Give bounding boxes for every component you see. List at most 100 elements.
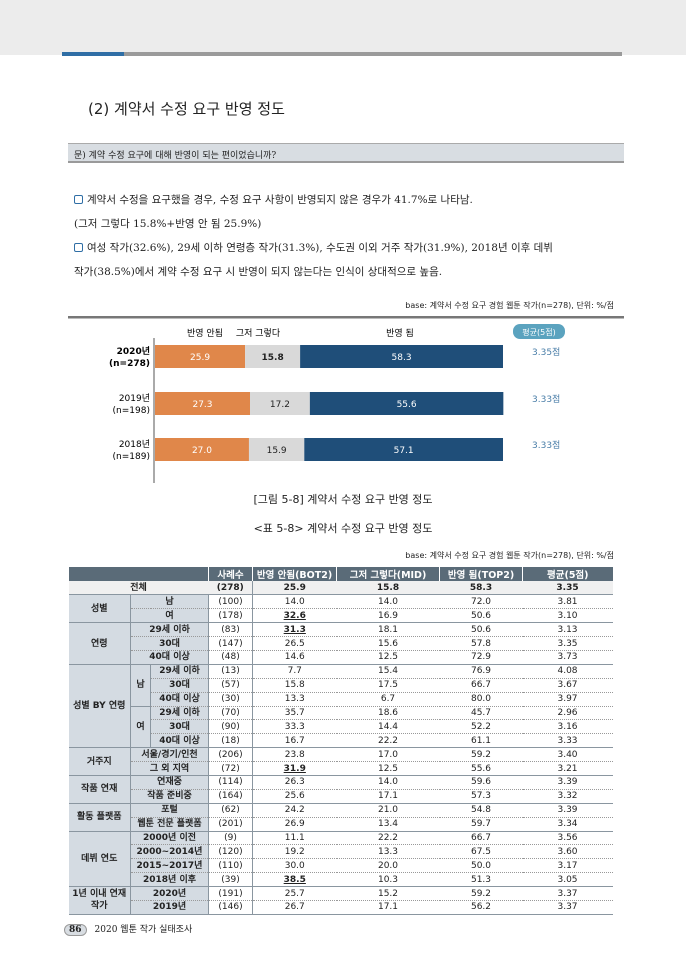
table-row: 거주지 서울/경기/인천 (206) 23.8 17.0 59.2 3.40 [68, 747, 613, 776]
value-cell: 3.33 [522, 733, 613, 749]
value-cell: 16.7 [252, 733, 337, 749]
header-accent-rule [62, 52, 124, 56]
count-cell: (278) [208, 581, 254, 596]
value-cell: 14.0 [336, 594, 440, 610]
value-cell: 26.5 [252, 636, 337, 651]
category-label: 2020년 [117, 345, 150, 357]
count-cell: (83) [208, 622, 254, 638]
value-cell: 3.37 [522, 886, 613, 901]
count-cell: (120) [208, 844, 254, 860]
bar-segment [155, 438, 249, 461]
row-label: 29세 이하 [130, 622, 210, 638]
value-cell: 14.0 [336, 775, 440, 790]
value-cell: 3.32 [522, 789, 613, 804]
data-label: 57.1 [394, 446, 414, 456]
value-cell: 55.6 [439, 761, 523, 776]
average-value: 3.35점 [532, 346, 560, 358]
row-label: 30대 [130, 636, 210, 651]
value-cell: 3.35 [522, 581, 613, 596]
value-cell: 3.10 [522, 608, 613, 624]
value-cell: 80.0 [439, 692, 523, 707]
table-row: 활동 플랫폼 포털 (62) 24.2 21.0 54.8 3.39 [68, 803, 613, 832]
table-base-note: base: 계약서 수정 요구 경험 웹툰 작가(n=278), 단위: %/점 [405, 551, 614, 560]
value-cell: 30.0 [252, 858, 337, 874]
bar-segment [155, 392, 251, 415]
group-label: 활동 플랫폼 [68, 803, 131, 832]
table-row: 1년 이내 연재 작가 2020년 (191) 25.7 15.2 59.2 3.37 [68, 886, 613, 915]
value-cell: 59.2 [439, 747, 523, 763]
col-header: 반영 됨(TOP2) [439, 567, 523, 581]
count-cell: (164) [208, 789, 254, 804]
subgroup-label: 남 [130, 664, 151, 707]
value-cell: 56.2 [439, 900, 523, 915]
header-blank [67, 567, 209, 581]
row-label: 작품 준비중 [130, 789, 210, 804]
stacked-bar-chart: 반영 안됨 그저 그렇다 반영 됨 평균(5점) 2020년 (n=278) 25.9 15.… [109, 324, 565, 483]
value-cell: 35.7 [252, 706, 337, 721]
value-cell: 15.6 [336, 636, 440, 651]
value-cell: 3.39 [522, 803, 613, 818]
row-label: 여 [130, 608, 210, 624]
value-cell: 3.67 [522, 678, 613, 693]
value-cell: 76.9 [439, 664, 523, 679]
question-box: 문) 계약 수정 요구에 대해 반영이 되는 편이었습니까? [68, 143, 624, 163]
count-cell: (191) [208, 886, 254, 901]
value-cell: 3.34 [522, 817, 613, 832]
group-label: 데뷔 연도 [68, 831, 131, 888]
table-row: 데뷔 연도 2000년 이전 (9) 11.1 22.2 66.7 3.56 [68, 831, 613, 888]
count-cell: (39) [208, 872, 254, 888]
data-label: 15.8 [262, 353, 284, 363]
count-cell: (62) [208, 803, 254, 818]
bullet-text: 작가(38.5%)에서 계약 수정 요구 시 반영이 되지 않는다는 인식이 상… [74, 266, 443, 278]
row-label: 2018년 이후 [130, 872, 210, 888]
value-cell: 17.1 [336, 900, 440, 915]
count-cell: (48) [208, 650, 254, 665]
table-row: 여 29세 이하 (70) 35.7 18.6 45.7 2.96 [69, 706, 613, 749]
value-cell: 51.3 [439, 872, 523, 888]
legend-label: 반영 안됨 [187, 327, 223, 339]
value-cell: 17.0 [336, 747, 440, 763]
value-cell: 57.3 [439, 789, 523, 804]
value-cell: 15.8 [252, 678, 337, 693]
value-cell: 16.9 [336, 608, 440, 624]
value-cell: 45.7 [439, 706, 523, 721]
table-row: 2000~2014년 (120) 19.2 13.3 67.5 3.60 [69, 844, 613, 860]
count-cell: (70) [208, 706, 254, 721]
row-label: 2020년 [130, 886, 210, 901]
row-label: 30대 [150, 719, 210, 735]
table-row: 성별 남 (100) 14.0 14.0 72.0 3.81 [68, 594, 613, 624]
row-label: 서울/경기/인천 [130, 747, 210, 763]
value-cell: 72.9 [439, 650, 523, 665]
page-number: 86 [64, 924, 87, 936]
row-label: 웹툰 전문 플랫폼 [130, 817, 210, 832]
value-cell: 31.3 [252, 622, 337, 638]
value-cell: 13.4 [336, 817, 440, 832]
value-cell: 12.5 [336, 650, 440, 665]
table-row: 작품 준비중 (164) 25.6 17.1 57.3 3.32 [69, 789, 613, 804]
bar-segment [309, 392, 504, 415]
table-row: 40대 이상 (30) 13.3 6.7 80.0 3.97 [69, 692, 613, 707]
value-cell: 25.6 [252, 789, 337, 804]
count-cell: (72) [208, 761, 254, 776]
section-title: (2) 계약서 수정 요구 반영 정도 [88, 100, 285, 118]
value-cell: 59.2 [439, 886, 523, 901]
average-value: 3.33점 [532, 439, 560, 451]
value-cell: 50.0 [439, 858, 523, 874]
data-label: 17.2 [270, 400, 290, 410]
col-header: 사례수 [208, 567, 253, 581]
subgroup-label: 여 [130, 706, 151, 749]
data-label: 58.3 [392, 353, 412, 363]
data-label: 15.9 [267, 446, 287, 456]
row-label: 전체 [68, 581, 209, 596]
average-value: 3.33점 [532, 393, 560, 405]
row-label: 남 [130, 594, 210, 610]
category-label: 2018년 [119, 439, 150, 450]
value-cell: 26.3 [252, 775, 337, 790]
top-band [0, 0, 686, 55]
data-label: 55.6 [397, 400, 417, 410]
table-row: 2018년 이후 (39) 38.5 10.3 51.3 3.05 [69, 872, 613, 888]
value-cell: 4.08 [522, 664, 613, 679]
value-cell: 26.9 [252, 817, 337, 832]
group-label: 성별 [68, 594, 131, 624]
bullet-1: 계약서 수정을 요구했을 경우, 수정 요구 사항이 반영되지 않은 경우가 4… [74, 188, 619, 236]
